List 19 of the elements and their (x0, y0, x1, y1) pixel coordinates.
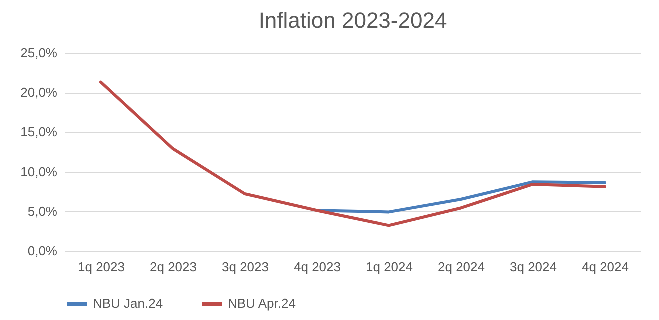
y-tick-label: 15,0% (20, 124, 58, 140)
x-tick-label: 2q 2023 (150, 260, 197, 274)
legend-label: NBU Apr.24 (228, 296, 296, 311)
legend-label: NBU Jan.24 (93, 296, 164, 311)
chart-title: Inflation 2023-2024 (258, 8, 448, 33)
x-tick-label: 2q 2024 (438, 260, 485, 274)
y-tick-label: 5,0% (28, 204, 58, 219)
y-tick-label: 25,0% (20, 46, 58, 60)
x-tick-label: 1q 2024 (366, 260, 413, 274)
x-tick-label: 3q 2024 (510, 260, 557, 274)
line-series (316, 180, 606, 214)
line-series (100, 80, 606, 228)
y-tick-label: 20,0% (20, 85, 58, 100)
x-tick-label: 4q 2024 (582, 260, 629, 274)
x-tick-label: 4q 2023 (294, 260, 341, 274)
x-tick-label: 3q 2023 (222, 260, 269, 274)
y-tick-label: 0,0% (28, 244, 58, 258)
x-tick-label: 1q 2023 (78, 260, 125, 274)
y-tick-label: 10,0% (20, 164, 58, 180)
